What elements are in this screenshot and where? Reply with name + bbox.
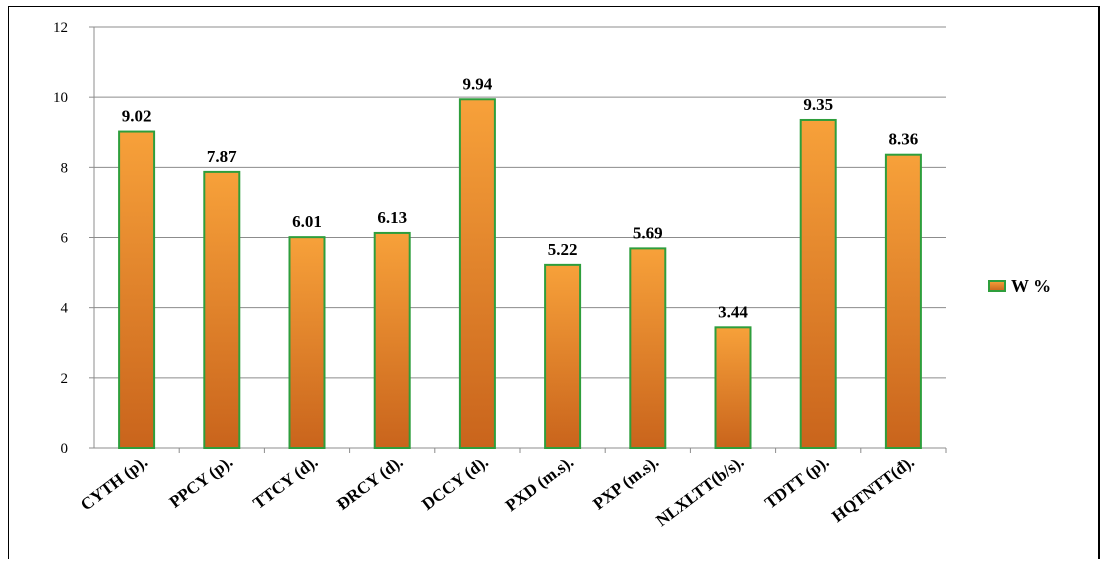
- bar: [458, 98, 496, 449]
- legend-label: W %: [1011, 276, 1051, 296]
- bar: [629, 247, 667, 449]
- x-axis-ticks: CYTH (p). PPCY (p). TTCY (d). ĐRCY (d). DCCY…: [77, 452, 918, 530]
- data-labels: 9.02 7.87 6.01 6.13 9.94 5.22 5.69 3.44 9.35 8.36: [122, 74, 919, 321]
- x-tick-label: NLXLTT(b/s).: [652, 452, 747, 530]
- y-tick-label: 4: [61, 301, 69, 317]
- bar: [884, 153, 922, 449]
- data-label: 9.94: [463, 74, 493, 93]
- legend: W %: [988, 276, 1051, 296]
- bar: [714, 326, 752, 449]
- x-tick-label: PXD (m.s).: [502, 452, 577, 515]
- x-tick-label: HQTNTT(đ).: [828, 452, 918, 526]
- x-tick-label: PXP (m.s).: [589, 452, 662, 513]
- legend-swatch: [988, 280, 1006, 292]
- bars: [118, 98, 922, 450]
- x-tick-label: TDTT (p).: [761, 452, 833, 512]
- bar: [373, 231, 411, 449]
- x-tick-label: TTCY (d).: [249, 452, 321, 513]
- data-label: 6.13: [377, 208, 407, 227]
- x-tick-label: DCCY (d).: [418, 452, 492, 514]
- data-label: 3.44: [718, 302, 748, 321]
- x-tick-label: PPCY (p).: [166, 452, 237, 512]
- x-tick-label: ĐRCY (d).: [333, 452, 407, 514]
- bar: [544, 263, 582, 449]
- y-tick-label: 2: [61, 371, 69, 387]
- bar: [799, 118, 837, 450]
- bar: [118, 130, 156, 449]
- bar: [203, 170, 241, 449]
- data-label: 7.87: [207, 147, 237, 166]
- y-tick-label: 0: [61, 441, 69, 457]
- y-tick-label: 12: [53, 20, 68, 36]
- y-axis-ticks: 0 2 4 6 8 10 12: [53, 20, 69, 457]
- data-label: 6.01: [292, 212, 322, 231]
- y-tick-label: 6: [61, 231, 69, 247]
- bar: [288, 236, 326, 449]
- y-tick-label: 8: [61, 160, 69, 176]
- data-label: 9.02: [122, 107, 152, 126]
- data-label: 9.35: [803, 95, 833, 114]
- data-label: 5.69: [633, 223, 663, 242]
- y-tick-label: 10: [53, 90, 68, 106]
- data-label: 5.22: [548, 240, 578, 259]
- x-tick-label: CYTH (p).: [77, 452, 151, 514]
- data-label: 8.36: [889, 130, 919, 149]
